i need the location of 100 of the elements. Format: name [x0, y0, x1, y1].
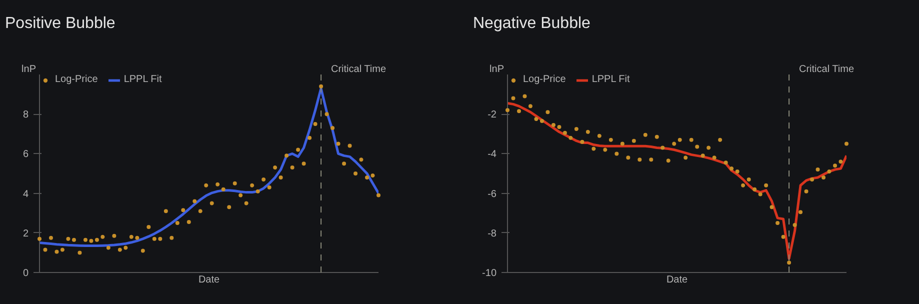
point — [336, 142, 340, 146]
point — [118, 248, 122, 252]
point — [608, 138, 613, 142]
point — [152, 236, 156, 241]
point — [810, 177, 814, 182]
point — [695, 144, 700, 149]
annotation: Critical Time — [799, 63, 854, 77]
point — [592, 146, 596, 151]
point — [562, 130, 567, 135]
point — [78, 250, 82, 255]
point — [730, 166, 734, 171]
point — [94, 238, 99, 242]
point — [267, 185, 272, 190]
point — [741, 183, 746, 188]
point — [308, 136, 312, 140]
point — [511, 96, 516, 100]
y-tick-label: -10 — [482, 268, 497, 279]
point — [603, 148, 608, 152]
point — [528, 104, 532, 108]
point — [574, 126, 578, 131]
point — [48, 236, 53, 240]
line-series — [508, 102, 846, 260]
point — [614, 152, 619, 156]
point — [164, 209, 168, 214]
point — [324, 112, 329, 116]
point — [764, 183, 768, 188]
point — [330, 126, 335, 130]
y-tick-label: 6 — [22, 149, 29, 160]
point — [210, 201, 214, 206]
point — [534, 117, 538, 122]
point — [506, 108, 510, 112]
y-tick-label: -2 — [488, 110, 497, 121]
point — [516, 109, 521, 114]
point — [649, 158, 654, 162]
point — [302, 162, 306, 166]
point — [227, 205, 232, 210]
point — [822, 175, 826, 180]
point — [660, 146, 665, 150]
point — [181, 208, 186, 212]
point — [204, 183, 208, 188]
annotation: Critical Time — [331, 63, 386, 77]
point — [706, 146, 711, 150]
point — [770, 205, 774, 210]
point — [83, 238, 88, 242]
point — [678, 138, 682, 142]
y-axis-title: lnP — [22, 63, 36, 77]
point — [192, 199, 197, 204]
point — [684, 156, 688, 160]
point — [787, 260, 792, 265]
point — [735, 170, 740, 174]
point — [540, 119, 544, 124]
point — [365, 175, 370, 180]
point — [135, 236, 140, 240]
y-tick-label: -4 — [488, 149, 497, 160]
point — [342, 162, 346, 166]
chart-title: Positive Bubble — [5, 14, 116, 34]
point — [66, 236, 70, 241]
point — [689, 138, 694, 142]
point — [580, 140, 584, 144]
point — [551, 122, 556, 127]
y-tick-label: 0 — [22, 268, 29, 279]
legend-label: Log-Price — [523, 74, 566, 85]
point — [844, 142, 848, 146]
point — [643, 132, 648, 137]
point — [804, 189, 808, 194]
point — [89, 238, 94, 243]
point — [632, 138, 636, 143]
point — [354, 172, 358, 176]
point — [597, 134, 602, 138]
legend-label: Log-Price — [55, 74, 98, 85]
point — [54, 250, 59, 254]
x-axis-title: Date — [198, 274, 220, 286]
y-axis-title: lnP — [490, 63, 504, 77]
point — [557, 124, 562, 129]
point — [638, 158, 642, 162]
point — [38, 236, 42, 241]
point — [546, 110, 550, 114]
point — [776, 221, 780, 225]
point — [238, 193, 243, 198]
point — [712, 156, 716, 160]
point — [250, 183, 254, 188]
point — [140, 248, 145, 253]
point — [296, 148, 300, 152]
point — [244, 201, 248, 206]
point — [718, 138, 722, 142]
point — [175, 221, 180, 225]
point — [60, 248, 64, 252]
point — [758, 192, 762, 196]
point — [106, 246, 110, 250]
y-tick-label: -8 — [488, 228, 497, 240]
point — [319, 84, 324, 88]
point — [620, 142, 624, 146]
point — [654, 134, 659, 139]
chart-title: Negative Bubble — [473, 14, 590, 34]
point — [72, 238, 76, 242]
point — [186, 220, 191, 224]
point — [262, 177, 266, 182]
point — [273, 166, 278, 170]
point — [798, 210, 803, 214]
point — [359, 158, 364, 162]
